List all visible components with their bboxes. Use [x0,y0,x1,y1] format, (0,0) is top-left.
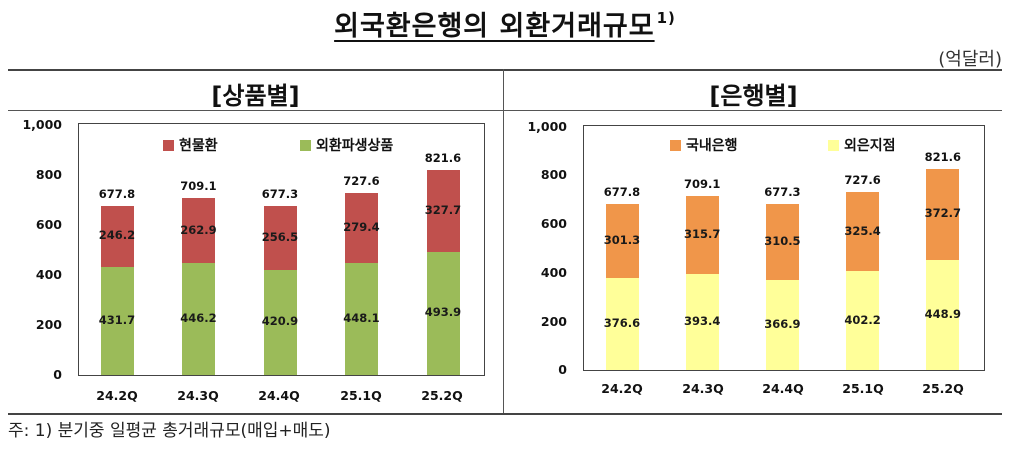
segment-value-label: 366.9 [764,317,801,332]
title-text: 외국환은행의 외환거래규모 [334,11,655,42]
x-tick: 24.2Q [601,381,643,396]
bar-segment [846,271,880,370]
y-tick: 200 [35,317,62,332]
panel-heading-product: [상품별] [211,82,300,110]
y-tick: 400 [540,265,567,280]
bar-segment [345,262,378,375]
segment-value-label: 448.1 [343,310,380,325]
footnote: 주: 1) 분기중 일평균 총거래규모(매입+매도) [8,421,331,441]
bar-segment [765,280,799,370]
bar-total-label: 677.8 [98,186,136,201]
panel-heading-bank: [은행별] [709,82,798,110]
x-tick: 25.2Q [922,381,964,396]
x-tick: 25.1Q [842,381,884,396]
x-tick: 24.3Q [177,388,219,403]
bar-total-label: 727.6 [844,172,881,187]
table-bottom-border [8,413,1002,415]
bar-segment [605,203,639,278]
bar-segment [100,205,134,268]
segment-value-label: 327.7 [424,202,462,217]
bar-segment [685,196,719,274]
bar-segment [765,204,799,281]
legend-label: 외환파생상품 [316,138,394,154]
bar-total-label: 727.6 [343,174,380,189]
panel-divider [503,69,504,414]
legend-label: 현물환 [179,138,218,154]
legend-item-spot: 현물환 [163,135,218,155]
legend-label: 국내은행 [686,138,738,154]
segment-value-label: 446.2 [180,311,217,326]
x-tick: 25.2Q [421,388,463,403]
bar-segment [345,193,378,263]
segment-value-label: 279.4 [343,220,380,235]
y-tick: 600 [540,216,567,231]
x-tick: 24.4Q [258,388,300,403]
segment-value-label: 256.5 [261,229,299,244]
segment-value-label: 325.4 [844,223,881,238]
segment-value-label: 431.7 [98,313,136,328]
y-tick: 0 [558,362,567,377]
bar-segment [926,260,960,370]
bar-segment [182,263,215,375]
bar-total-label: 677.3 [764,185,801,200]
y-tick: 400 [35,267,62,282]
segment-value-label: 246.2 [98,228,136,243]
x-tick: 24.4Q [762,381,804,396]
bar-total-label: 709.1 [683,177,721,192]
y-tick: 800 [35,167,62,182]
segment-value-label: 376.6 [603,315,641,330]
bar-segment [926,168,960,260]
bar-segment [685,273,719,370]
legend-item-domestic-banks: 국내은행 [670,135,738,155]
y-tick: 1,000 [527,119,567,134]
x-tick: 24.3Q [682,381,724,396]
segment-value-label: 315.7 [683,226,721,241]
segment-value-label: 420.9 [261,314,299,329]
bar-segment [846,191,880,272]
unit-label: (억달러) [938,49,1002,70]
bar-segment [263,205,297,270]
segment-value-label: 310.5 [764,234,801,249]
segment-value-label: 493.9 [424,305,462,320]
title-footnote-mark: 1) [656,9,676,27]
bar-total-label: 677.8 [603,184,641,199]
legend-swatch-derivatives-icon [300,139,311,151]
bar-segment [182,197,215,264]
legend-swatch-spot-icon [163,139,174,151]
y-tick: 0 [53,367,62,382]
x-tick: 24.2Q [96,388,138,403]
bar-segment [426,251,460,375]
bar-segment [263,269,297,375]
legend-label: 외은지점 [844,138,896,154]
bar-total-label: 821.6 [924,149,961,164]
segment-value-label: 448.9 [924,307,961,321]
legend-item-derivatives: 외환파생상품 [300,135,393,155]
y-tick: 1,000 [22,117,62,132]
bar-total-label: 821.6 [424,150,462,165]
bar-segment [426,169,460,252]
bar-total-label: 709.1 [180,178,217,193]
legend-swatch-foreign-icon [828,139,839,151]
segment-value-label: 262.9 [180,222,217,237]
legend-swatch-domestic-icon [670,139,681,151]
bar-total-label: 677.3 [261,186,299,201]
segment-value-label: 372.7 [924,206,961,221]
segment-value-label: 301.3 [603,232,641,247]
legend-item-foreign-branches: 외은지점 [828,135,896,155]
table-top-border [8,69,1002,71]
y-tick: 800 [540,167,567,182]
x-tick: 25.1Q [340,388,382,403]
segment-value-label: 402.2 [844,312,881,327]
y-tick: 200 [540,314,567,329]
page-title: 외국환은행의 외환거래규모 1) [0,4,1010,43]
bar-segment [100,267,134,375]
table-header-divider [8,110,1002,111]
bar-segment [605,277,639,370]
y-tick: 600 [35,217,62,232]
segment-value-label: 393.4 [683,313,721,328]
